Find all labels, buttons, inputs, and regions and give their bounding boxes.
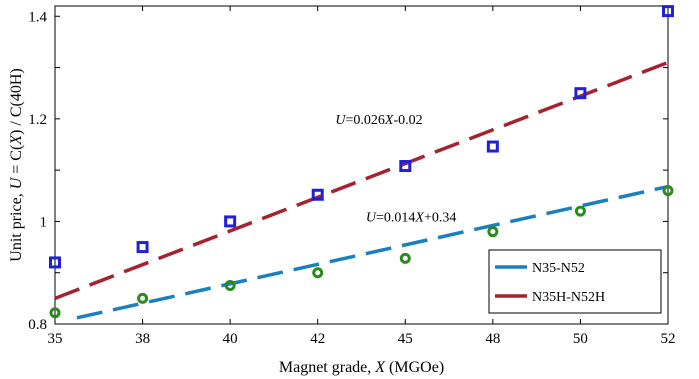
circle-marker (399, 252, 411, 264)
equation-label: U=0.026X-0.02 (335, 113, 422, 128)
x-tick-label: 52 (661, 331, 676, 347)
legend-label: N35H-N52H (532, 290, 605, 305)
x-tick-label: 42 (310, 331, 325, 347)
circle-marker (312, 267, 324, 279)
x-axis-title: Magnet grade, X (MGOe) (279, 359, 444, 376)
y-tick-label: 1.4 (28, 9, 47, 25)
legend: N35-N52 N35H-N52H (488, 249, 662, 314)
y-tick-label: 1 (40, 214, 48, 230)
circle-marker (49, 307, 61, 319)
x-tick-label: 40 (223, 331, 238, 347)
square-marker (486, 140, 499, 153)
equation-label: U=0.014X+0.34 (366, 210, 457, 225)
axis-ticks: 35 38 40 42 45 48 50 52 0.8 1 1.2 1.4 (28, 6, 676, 347)
legend-label: N35-N52 (532, 261, 585, 276)
x-tick-label: 50 (573, 331, 588, 347)
plot-border (54, 5, 669, 325)
equation-annotations: U=0.026X-0.02 U=0.014X+0.34 (335, 113, 456, 225)
y-tick-label: 0.8 (28, 317, 47, 333)
circle-marker (662, 185, 674, 197)
fit-lines (54, 60, 669, 320)
square-marker (49, 256, 61, 269)
circle-marker (574, 205, 586, 217)
circle-marker (137, 292, 149, 304)
y-axis-title: Unit price, U = C(X) / C(40H) (8, 68, 25, 261)
axis-titles: Magnet grade, X (MGOe) Unit price, U = C(… (8, 68, 444, 376)
y-tick-label: 1.2 (28, 112, 47, 128)
x-tick-label: 48 (485, 331, 500, 347)
plot-frame (54, 5, 669, 325)
square-marker (662, 5, 674, 18)
circle-marker (224, 280, 236, 292)
square-marker (399, 160, 412, 173)
square-marker (311, 188, 324, 201)
circle-marker (487, 226, 499, 238)
square-marker (224, 215, 237, 228)
data-markers (49, 5, 674, 319)
x-tick-label: 45 (398, 331, 413, 347)
square-marker (136, 241, 149, 254)
square-marker (574, 87, 587, 100)
x-tick-label: 38 (135, 331, 150, 347)
legend-box (488, 249, 662, 314)
fit-line-n35-n52 (76, 184, 669, 320)
x-tick-label: 35 (48, 331, 63, 347)
